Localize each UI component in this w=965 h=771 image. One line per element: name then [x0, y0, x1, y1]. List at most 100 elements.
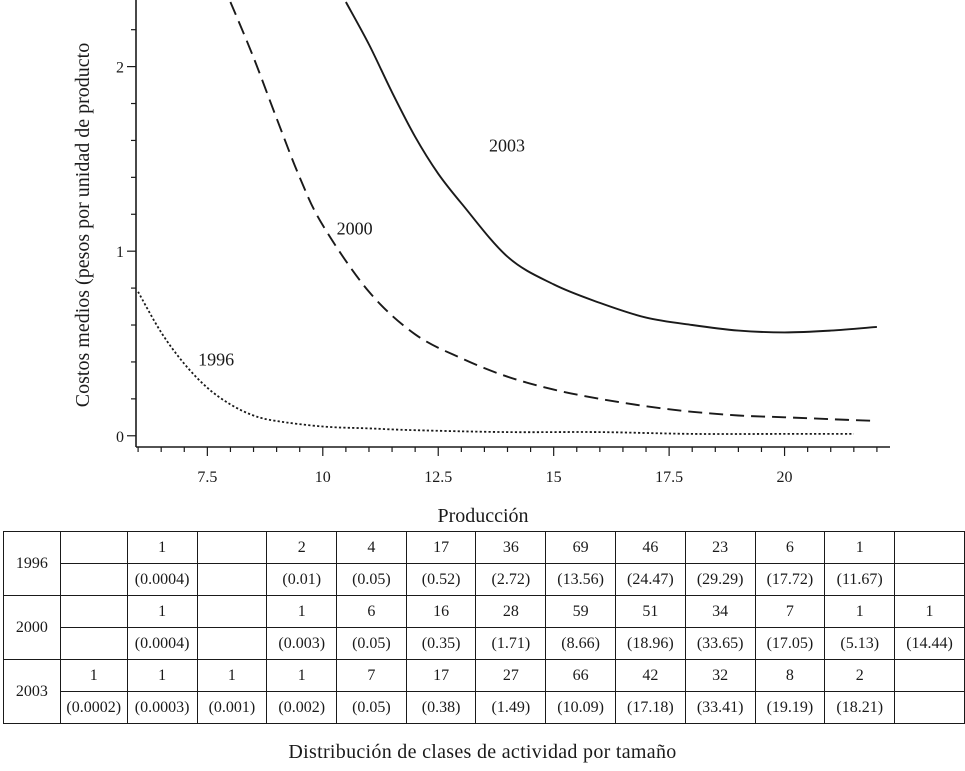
share-cell: (1.49): [475, 691, 547, 724]
x-axis-title: Producción: [437, 505, 528, 527]
count-cell: 17: [405, 531, 477, 564]
y-axis-title: Costos medios (pesos por unidad de produ…: [72, 43, 94, 407]
share-cell: (2.72): [475, 563, 547, 596]
share-cell: (8.66): [545, 627, 616, 660]
count-cell: [894, 659, 965, 692]
curve-2003: [345, 1, 877, 334]
x-tick-label: 12.5: [424, 469, 452, 486]
x-tick-label: 15: [546, 469, 562, 486]
count-cell: [59, 531, 128, 564]
x-tick-label: 17.5: [655, 469, 683, 486]
share-cell: (5.13): [824, 627, 896, 660]
count-cell: 6: [754, 531, 826, 564]
count-cell: 1: [196, 659, 268, 692]
count-cell: [894, 531, 965, 564]
share-cell: (0.002): [266, 691, 338, 724]
count-cell: 1: [824, 531, 896, 564]
share-cell: (0.52): [405, 563, 477, 596]
share-cell: (0.001): [196, 691, 268, 724]
count-cell: 42: [614, 659, 686, 692]
count-cell: 1: [894, 595, 965, 628]
count-cell: 1: [266, 595, 338, 628]
x-tick-label: 7.5: [197, 469, 217, 486]
share-cell: [59, 627, 128, 660]
table-row-counts: 1996 1 2 4 17 36 69 46 23 6 1: [3, 531, 965, 596]
count-cell: 36: [475, 531, 547, 564]
share-cell: (0.003): [266, 627, 338, 660]
curve-label-2000: 2000: [337, 219, 373, 239]
share-cell: (18.96): [614, 627, 686, 660]
share-cell: (0.0002): [59, 691, 128, 724]
count-cell: 1: [824, 595, 896, 628]
count-cell: 46: [614, 531, 686, 564]
share-cell: [894, 563, 965, 596]
count-cell: 23: [684, 531, 756, 564]
count-cell: 1: [59, 659, 128, 692]
cost-curve-chart: 7.5 10 12.5 15 17.5 20 0 1 2 1996 2000 2003 Costos…: [72, 0, 890, 527]
size-distribution-table: 1996 1 2 4 17 36 69 46 23 6 1 (0.0004) (0.01) (0.05)(…: [3, 531, 965, 724]
y-tick-label: 0: [116, 429, 124, 446]
count-cell: 2: [266, 531, 338, 564]
curve-2000: [229, 1, 877, 422]
share-cell: (13.56): [545, 563, 616, 596]
x-tick-label: 10: [315, 469, 331, 486]
count-cell: [196, 531, 268, 564]
count-cell: 2: [824, 659, 896, 692]
count-cell: 4: [336, 531, 407, 564]
share-cell: (0.35): [405, 627, 477, 660]
share-cell: (10.09): [545, 691, 616, 724]
count-cell: 1: [126, 531, 198, 564]
share-cell: [196, 627, 268, 660]
curve-1996: [137, 291, 854, 435]
count-cell: [59, 595, 128, 628]
count-cell: 1: [266, 659, 338, 692]
y-tick-label: 2: [116, 60, 124, 77]
table-row-shares: (0.0002) (0.0003) (0.001) (0.002) (0.05) (0.3…: [4, 691, 965, 724]
count-cell: 17: [405, 659, 477, 692]
cost-curves: [137, 1, 877, 435]
count-cell: 69: [545, 531, 616, 564]
share-cell: (0.0004): [126, 563, 198, 596]
table-row-counts: 2000 1 1 6 16 28 59 51 34 7 1 1: [3, 595, 965, 660]
share-cell: [196, 563, 268, 596]
share-cell: (17.72): [754, 563, 826, 596]
count-cell: 1: [126, 595, 198, 628]
count-cell: 27: [475, 659, 547, 692]
share-cell: (29.29): [684, 563, 756, 596]
count-cell: 7: [754, 595, 826, 628]
share-cell: (17.18): [614, 691, 686, 724]
share-cell: (0.01): [266, 563, 338, 596]
share-cell: (18.21): [824, 691, 896, 724]
row-year: 2000: [3, 595, 61, 660]
count-cell: 8: [754, 659, 826, 692]
table-row-counts: 2003 1 1 1 1 7 17 27 66 42 32 8 2: [3, 659, 965, 724]
count-cell: 7: [336, 659, 407, 692]
table-row-shares: (0.0004) (0.003) (0.05) (0.35) (1.71) (8.66)(…: [4, 627, 965, 660]
count-cell: 59: [545, 595, 616, 628]
count-cell: [196, 595, 268, 628]
share-cell: (0.05): [336, 691, 407, 724]
share-cell: (0.0004): [126, 627, 198, 660]
axes: 7.5 10 12.5 15 17.5 20 0 1 2: [116, 0, 890, 486]
row-year: 2003: [3, 659, 61, 724]
table-caption: Distribución de clases de actividad por …: [288, 741, 677, 763]
count-cell: 28: [475, 595, 547, 628]
count-cell: 34: [684, 595, 756, 628]
share-cell: (11.67): [824, 563, 896, 596]
count-cell: 66: [545, 659, 616, 692]
share-cell: (33.65): [684, 627, 756, 660]
row-year: 1996: [3, 531, 61, 596]
curve-labels: 1996 2000 2003: [198, 136, 525, 370]
curve-label-2003: 2003: [489, 136, 525, 156]
share-cell: [894, 691, 965, 724]
y-tick-label: 1: [116, 244, 124, 261]
share-cell: (19.19): [754, 691, 826, 724]
share-cell: (0.05): [336, 563, 407, 596]
share-cell: (24.47): [614, 563, 686, 596]
curve-label-1996: 1996: [198, 350, 234, 370]
share-cell: (0.0003): [126, 691, 198, 724]
count-cell: 16: [405, 595, 477, 628]
count-cell: 1: [126, 659, 198, 692]
share-cell: [59, 563, 128, 596]
share-cell: (17.05): [754, 627, 826, 660]
